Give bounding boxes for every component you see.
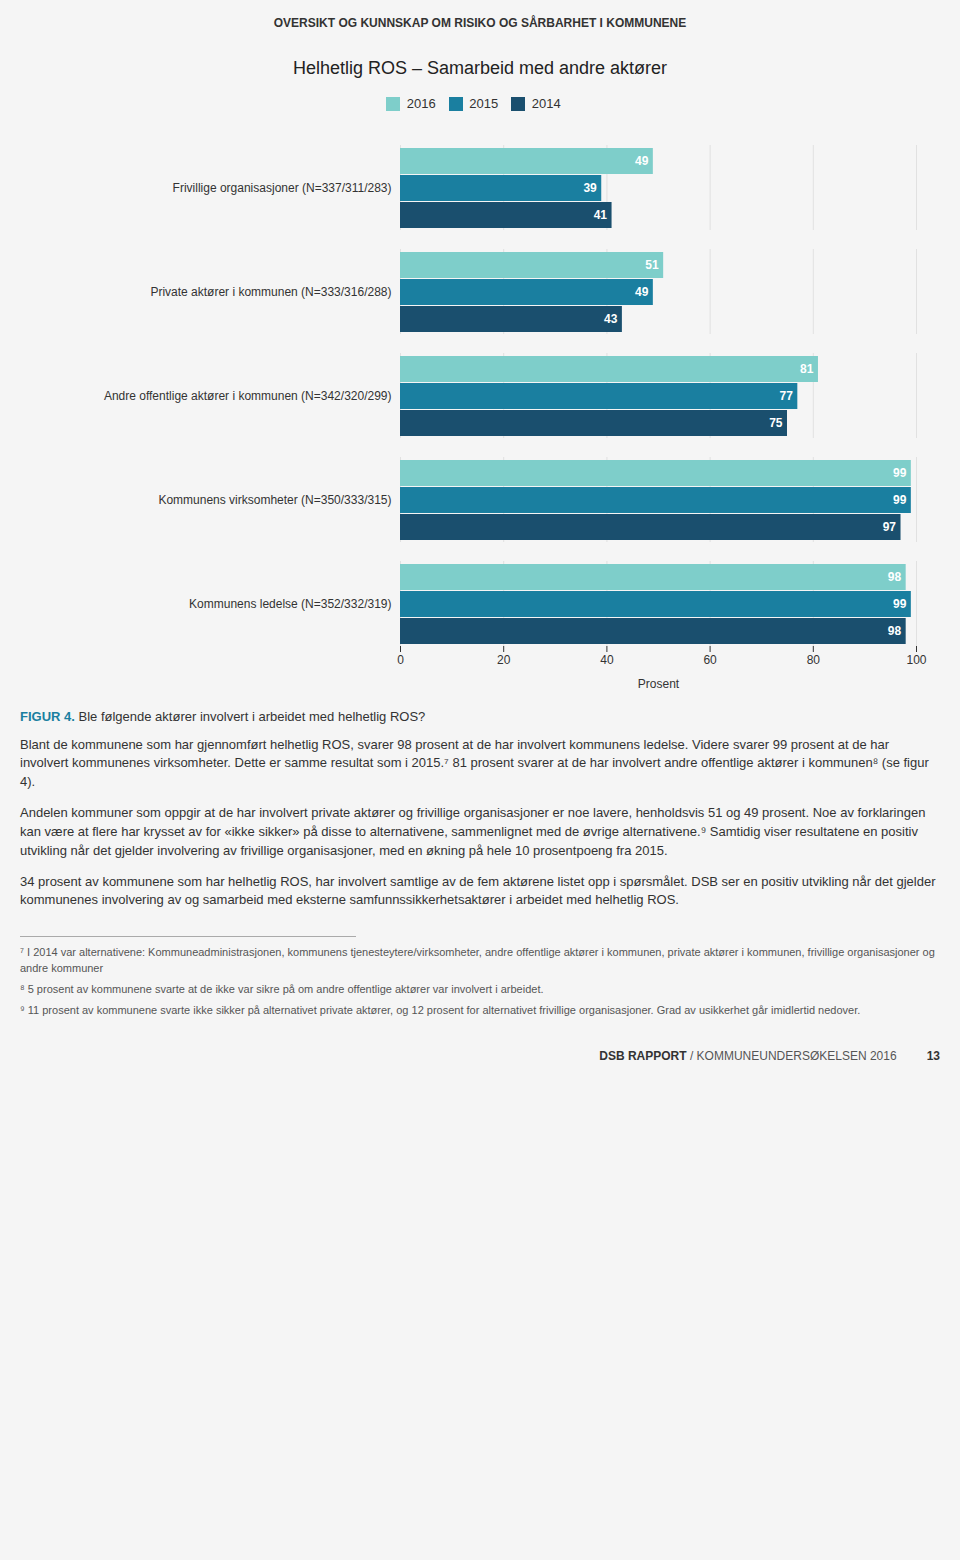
svg-text:51: 51 (645, 258, 659, 272)
html-text:⁸ 5 prosent av kommunene svart: ⁸ 5 prosent av kommunene svarte at de ik… (20, 983, 544, 995)
svg-text:81: 81 (800, 362, 814, 376)
svg-text:49: 49 (635, 285, 649, 299)
svg-text:99: 99 (893, 493, 907, 507)
html-text:⁹ 11 prosent av kommunene svar: ⁹ 11 prosent av kommunene svarte ikke si… (20, 1004, 861, 1017)
svg-text:Kommunens virksomheter (N=350/: Kommunens virksomheter (N=350/333/315) (158, 492, 391, 506)
html-text:2015: 2015 (469, 96, 499, 111)
html-text:Blant de kommunene som har gje: Blant de kommunene som har gjennomført h… (20, 736, 929, 790)
svg-text:Andre offentlige aktører i kom: Andre offentlige aktører i kommunen (N=3… (104, 388, 392, 402)
html-text:Andelen kommuner som oppgir at: Andelen kommuner som oppgir at de har in… (20, 805, 926, 858)
svg-text:Private aktører i kommunen (N=: Private aktører i kommunen (N=333/316/28… (150, 284, 391, 298)
svg-text:100: 100 (906, 653, 926, 667)
svg-text:41: 41 (594, 208, 608, 222)
html-text:⁷ I 2014 var alternativene: Ko: ⁷ I 2014 var alternativene: Kommuneadmin… (20, 946, 935, 974)
svg-text:Frivillige organisasjoner (N=3: Frivillige organisasjoner (N=337/311/283… (173, 180, 392, 194)
html-text:2016: 2016 (406, 96, 436, 111)
html-text:DSB RAPPORT / KOMMUNEUNDERSØKE: DSB RAPPORT / KOMMUNEUNDERSØKELSEN 2016 (599, 1048, 897, 1063)
html-text:13: 13 (926, 1048, 940, 1063)
svg-text:49: 49 (635, 154, 649, 168)
svg-text:Kommunens ledelse (N=352/332/3: Kommunens ledelse (N=352/332/319) (189, 596, 391, 610)
html-text:2014: 2014 (531, 96, 561, 111)
html-text:34 prosent av kommunene som ha: 34 prosent av kommunene som har helhetli… (20, 873, 936, 908)
svg-text:0: 0 (397, 653, 404, 667)
svg-text:60: 60 (703, 653, 717, 667)
svg-text:20: 20 (497, 653, 511, 667)
svg-text:97: 97 (883, 520, 897, 534)
svg-text:40: 40 (600, 653, 614, 667)
svg-text:39: 39 (583, 181, 597, 195)
svg-text:99: 99 (893, 597, 907, 611)
svg-text:99: 99 (893, 466, 907, 480)
svg-text:75: 75 (769, 416, 783, 430)
html-text:FIGUR 4. Ble følgende aktører: FIGUR 4. Ble følgende aktører involvert … (20, 708, 426, 724)
html-text:OVERSIKT OG KUNNSKAP OM RISIKO: OVERSIKT OG KUNNSKAP OM RISIKO OG SÅRBAR… (273, 16, 687, 30)
svg-text:43: 43 (604, 312, 618, 326)
svg-text:98: 98 (888, 624, 902, 638)
svg-text:98: 98 (888, 570, 902, 584)
svg-text:Prosent: Prosent (638, 676, 680, 690)
svg-text:80: 80 (807, 653, 821, 667)
svg-text:77: 77 (779, 389, 793, 403)
html-text:Helhetlig ROS – Samarbeid med: Helhetlig ROS – Samarbeid med andre aktø… (292, 58, 668, 78)
